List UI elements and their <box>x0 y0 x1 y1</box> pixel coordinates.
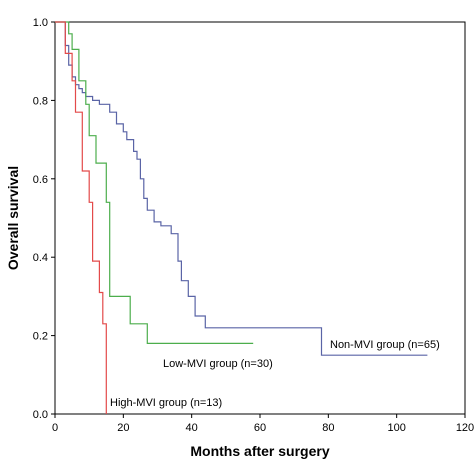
y-axis-title: Overall survival <box>5 166 21 270</box>
x-tick-label: 60 <box>254 422 266 434</box>
series-label-non-mvi: Non-MVI group (n=65) <box>330 339 440 351</box>
x-tick-label: 120 <box>456 422 474 434</box>
y-tick-label: 0.4 <box>33 252 48 264</box>
series-label-low-mvi: Low-MVI group (n=30) <box>163 358 273 370</box>
y-tick-label: 0.6 <box>33 174 48 186</box>
y-tick-label: 0.2 <box>33 331 48 343</box>
series-line-low-mvi <box>55 21 254 344</box>
y-tick-label: 0.0 <box>33 409 48 421</box>
y-tick-label: 0.8 <box>33 95 48 107</box>
series-layer <box>55 21 428 414</box>
series-label-high-mvi: High-MVI group (n=13) <box>110 397 222 409</box>
axes-layer: 0 20 40 60 80 100 120 0.0 0.2 0.4 0.6 0.8 1.0 <box>33 17 474 434</box>
x-tick-label: 20 <box>117 422 129 434</box>
x-tick-label: 0 <box>52 422 58 434</box>
x-tick-label: 80 <box>322 422 334 434</box>
x-tick-label: 100 <box>387 422 405 434</box>
x-axis-title: Months after surgery <box>190 443 329 459</box>
y-tick-label: 1.0 <box>33 17 48 29</box>
x-tick-label: 40 <box>186 422 198 434</box>
series-line-high-mvi <box>55 21 107 414</box>
series-line-non-mvi <box>55 21 428 356</box>
